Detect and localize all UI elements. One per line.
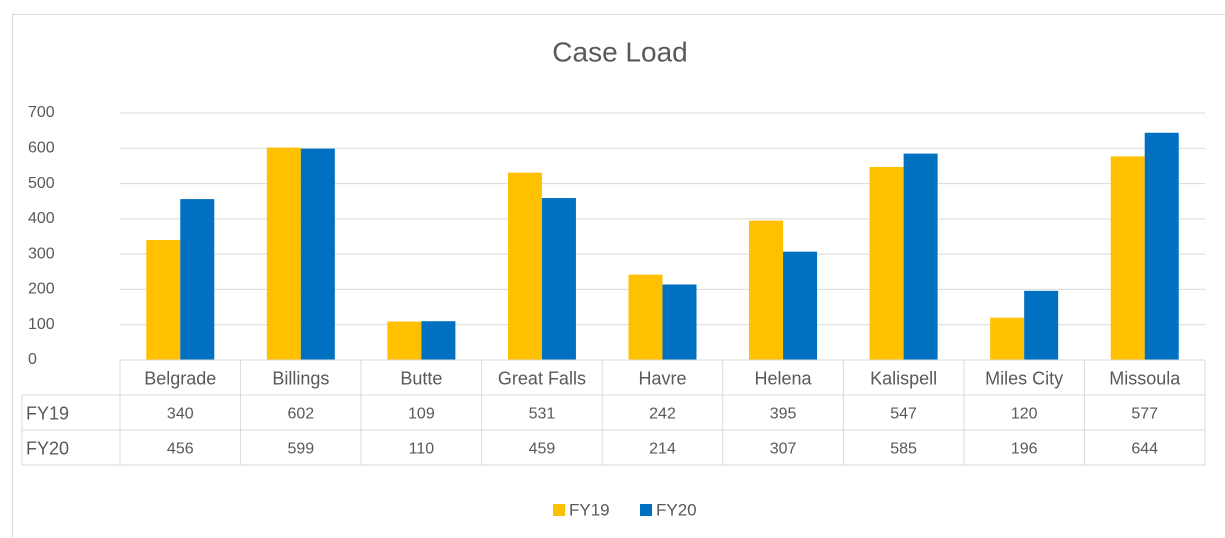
bar <box>749 220 784 360</box>
y-tick-label: 600 <box>28 140 55 157</box>
table-row-label: FY19 <box>26 403 69 423</box>
bar <box>869 166 904 360</box>
y-tick-label: 100 <box>28 316 55 333</box>
y-tick-label: 200 <box>28 281 55 298</box>
legend-label: FY20 <box>656 500 697 519</box>
y-tick-label: 400 <box>28 210 55 227</box>
bar <box>662 284 697 360</box>
table-cell: 110 <box>409 441 435 458</box>
table-cell: 585 <box>890 441 917 458</box>
table-cell: 242 <box>649 406 676 423</box>
bar <box>990 317 1025 360</box>
table-cell: 214 <box>649 441 676 458</box>
x-tick-label: Great Falls <box>498 368 586 388</box>
bar <box>903 153 938 360</box>
bar <box>628 274 663 360</box>
x-tick-label: Butte <box>400 368 442 388</box>
y-tick-label: 300 <box>28 245 55 262</box>
x-tick-label: Belgrade <box>144 368 216 388</box>
table-cell: 196 <box>1011 441 1038 458</box>
table-cell: 547 <box>890 406 917 423</box>
bar <box>146 240 181 360</box>
bar <box>783 251 818 360</box>
y-tick-label: 500 <box>28 175 55 192</box>
bar <box>180 199 215 360</box>
chart-border <box>12 14 1225 538</box>
bar <box>507 172 542 360</box>
bar <box>300 148 335 360</box>
x-tick-label: Miles City <box>985 368 1063 388</box>
table-cell: 109 <box>408 406 435 423</box>
bar <box>1144 132 1179 360</box>
bar <box>421 321 456 360</box>
x-tick-label: Havre <box>638 368 686 388</box>
table-cell: 395 <box>770 406 797 423</box>
table-cell: 307 <box>770 441 797 458</box>
table-cell: 456 <box>167 441 194 458</box>
table-cell: 459 <box>529 441 556 458</box>
bar <box>1024 290 1059 360</box>
x-tick-label: Billings <box>272 368 329 388</box>
table-cell: 602 <box>287 406 314 423</box>
x-tick-label: Missoula <box>1109 368 1181 388</box>
table-cell: 120 <box>1011 406 1038 423</box>
table-cell: 644 <box>1131 441 1158 458</box>
y-tick-label: 0 <box>28 351 37 368</box>
chart-title: Case Load <box>552 36 687 67</box>
table-cell: 531 <box>529 406 556 423</box>
y-tick-label: 700 <box>28 104 55 121</box>
table-cell: 340 <box>167 406 194 423</box>
legend-swatch <box>640 504 652 516</box>
table-cell: 599 <box>287 441 314 458</box>
table-row-label: FY20 <box>26 438 69 458</box>
table-cell: 577 <box>1131 406 1158 423</box>
x-tick-label: Kalispell <box>870 368 937 388</box>
bar <box>266 147 301 360</box>
bar <box>541 198 576 360</box>
bar <box>1110 156 1145 360</box>
legend-swatch <box>553 504 565 516</box>
bar <box>387 321 422 360</box>
x-tick-label: Helena <box>755 368 813 388</box>
legend-label: FY19 <box>569 500 610 519</box>
